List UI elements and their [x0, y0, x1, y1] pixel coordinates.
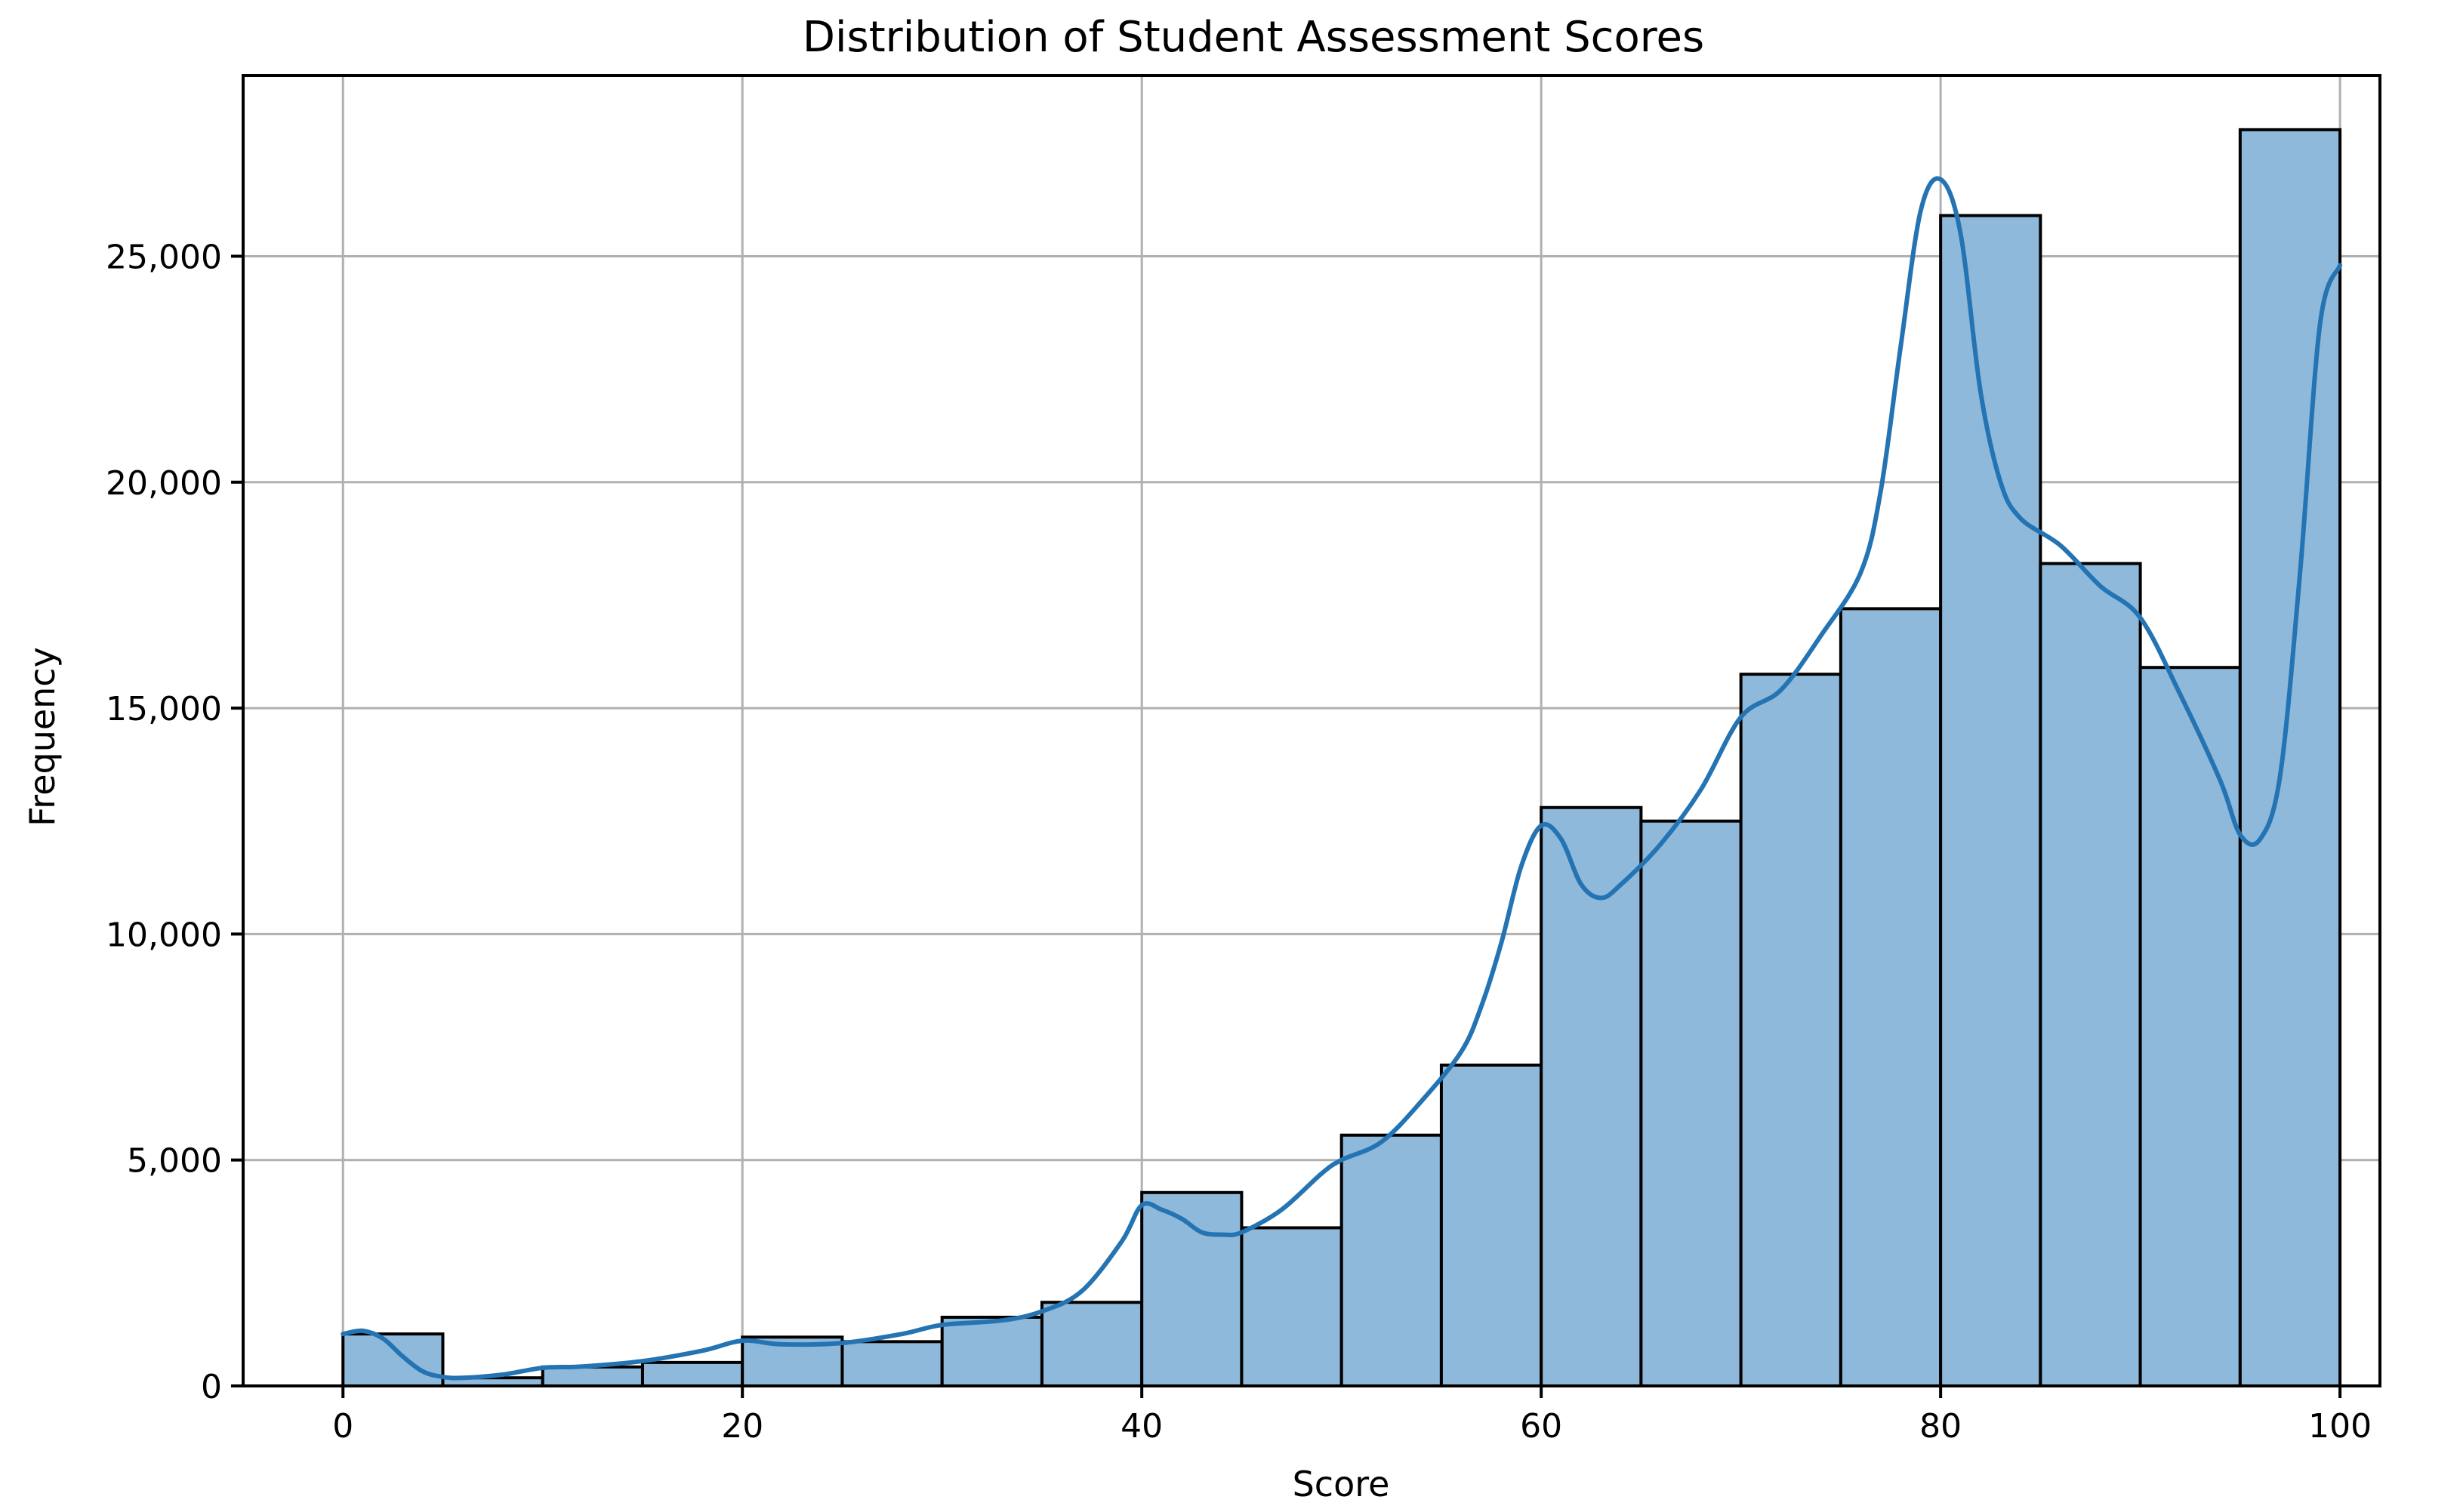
y-tick-label-3: 15,000	[106, 690, 222, 728]
x-tick-label-0: 0	[332, 1407, 353, 1446]
y-tick-label-5: 25,000	[106, 238, 222, 276]
x-axis-label: Score	[1293, 1464, 1390, 1504]
histogram-bar-6	[940, 1316, 1043, 1387]
y-tick-label-0: 0	[201, 1368, 222, 1406]
kde-curve	[341, 176, 2343, 1381]
kde-layer	[341, 176, 2343, 1381]
histogram-bar-9	[1240, 1226, 1343, 1388]
histogram-bar-16	[1939, 214, 2042, 1388]
x-tick-label-1: 20	[721, 1407, 763, 1446]
histogram-bar-5	[840, 1340, 944, 1388]
x-tick-label-5: 100	[2308, 1407, 2372, 1446]
histogram-bar-7	[1040, 1301, 1144, 1387]
histogram-bar-13	[1639, 819, 1743, 1387]
histogram-bar-3	[640, 1360, 744, 1387]
x-tick-label-3: 60	[1520, 1407, 1562, 1446]
histogram-bar-8	[1140, 1190, 1244, 1388]
histogram-bar-19	[2238, 128, 2342, 1388]
y-axis-ticks: 0 5,000 10,000 15,000 20,000 25,000	[106, 238, 243, 1406]
histogram-bar-15	[1839, 607, 1943, 1387]
plot-frame	[242, 74, 2381, 1387]
histogram-bar-11	[1439, 1063, 1543, 1388]
histogram-bar-17	[2039, 562, 2142, 1387]
x-tick-label-2: 40	[1121, 1407, 1163, 1446]
y-tick-label-2: 10,000	[106, 916, 222, 954]
histogram-bar-0	[341, 1332, 445, 1387]
y-tick-label-1: 5,000	[127, 1142, 222, 1181]
y-axis-label: Frequency	[22, 647, 63, 827]
x-tick-label-4: 80	[1919, 1407, 1962, 1446]
histogram-bar-2	[541, 1365, 644, 1387]
histogram-bar-10	[1339, 1133, 1443, 1387]
bars-layer	[341, 128, 2342, 1388]
x-axis-ticks: 0 20 40 60 80 100	[332, 1386, 2372, 1446]
histogram-bar-18	[2138, 666, 2242, 1387]
chart-title: Distribution of Student Assessment Score…	[803, 13, 1704, 62]
histogram-bar-14	[1739, 673, 1842, 1387]
y-tick-label-4: 20,000	[106, 464, 222, 503]
